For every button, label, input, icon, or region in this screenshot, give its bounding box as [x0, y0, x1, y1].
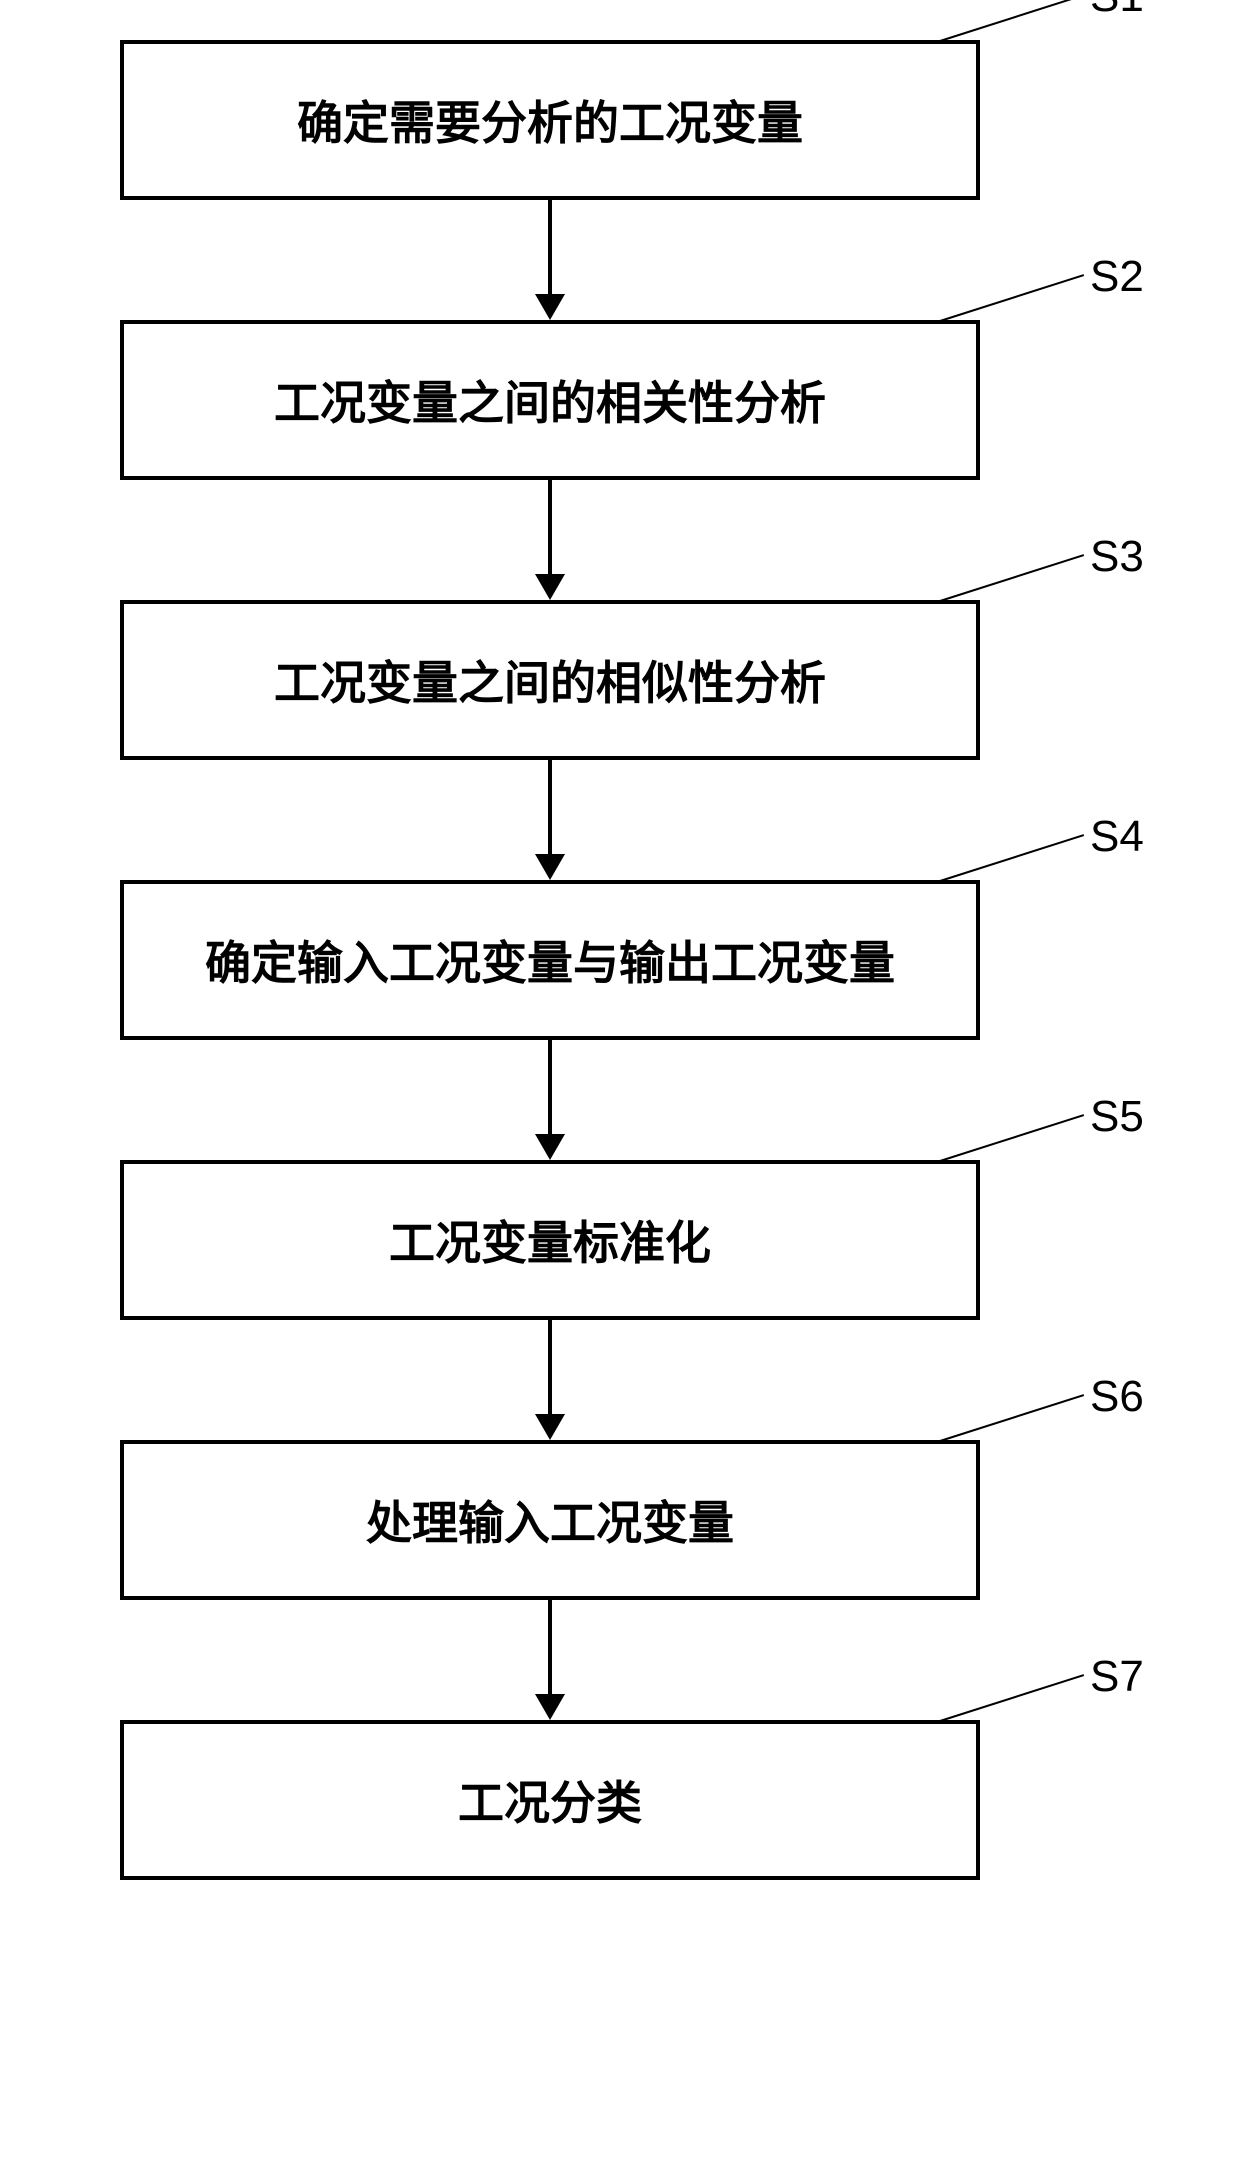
arrow-line	[548, 760, 552, 856]
step-row: 确定需要分析的工况变量S1	[0, 40, 1240, 200]
step-row: 工况变量之间的相关性分析S2	[0, 320, 1240, 480]
step-text: 处理输入工况变量	[366, 1487, 734, 1553]
arrow-head-icon	[535, 574, 565, 600]
step-box-s7: 工况分类	[120, 1720, 980, 1880]
step-row: 工况变量标准化S5	[0, 1160, 1240, 1320]
arrow-head-icon	[535, 1134, 565, 1160]
step-box-s6: 处理输入工况变量	[120, 1440, 980, 1600]
arrow-line	[548, 480, 552, 576]
step-text: 工况变量之间的相关性分析	[274, 367, 826, 433]
flowchart-container: 确定需要分析的工况变量S1工况变量之间的相关性分析S2工况变量之间的相似性分析S…	[0, 40, 1240, 1880]
arrow-line	[548, 1040, 552, 1136]
arrow	[120, 200, 980, 320]
step-label: S5	[1090, 1092, 1144, 1142]
arrow-line	[548, 1600, 552, 1696]
step-box-s2: 工况变量之间的相关性分析	[120, 320, 980, 480]
step-label: S2	[1090, 252, 1144, 302]
step-text: 工况分类	[458, 1767, 642, 1833]
arrow-head-icon	[535, 1694, 565, 1720]
step-label: S3	[1090, 532, 1144, 582]
step-box-s5: 工况变量标准化	[120, 1160, 980, 1320]
step-box-s3: 工况变量之间的相似性分析	[120, 600, 980, 760]
arrow-head-icon	[535, 854, 565, 880]
step-text: 确定输入工况变量与输出工况变量	[205, 927, 895, 993]
arrow	[120, 1600, 980, 1720]
step-label: S6	[1090, 1372, 1144, 1422]
step-row: 工况分类S7	[0, 1720, 1240, 1880]
arrow	[120, 760, 980, 880]
step-text: 确定需要分析的工况变量	[297, 87, 803, 153]
leader-line	[940, 0, 1085, 42]
step-row: 处理输入工况变量S6	[0, 1440, 1240, 1600]
arrow-line	[548, 200, 552, 296]
arrow	[120, 1040, 980, 1160]
step-text: 工况变量标准化	[389, 1207, 711, 1273]
arrow	[120, 1320, 980, 1440]
arrow-line	[548, 1320, 552, 1416]
arrow-head-icon	[535, 1414, 565, 1440]
step-box-s4: 确定输入工况变量与输出工况变量	[120, 880, 980, 1040]
step-row: 确定输入工况变量与输出工况变量S4	[0, 880, 1240, 1040]
step-text: 工况变量之间的相似性分析	[274, 647, 826, 713]
step-row: 工况变量之间的相似性分析S3	[0, 600, 1240, 760]
step-label: S7	[1090, 1652, 1144, 1702]
arrow	[120, 480, 980, 600]
step-label: S4	[1090, 812, 1144, 862]
arrow-head-icon	[535, 294, 565, 320]
step-label: S1	[1090, 0, 1144, 22]
step-box-s1: 确定需要分析的工况变量	[120, 40, 980, 200]
